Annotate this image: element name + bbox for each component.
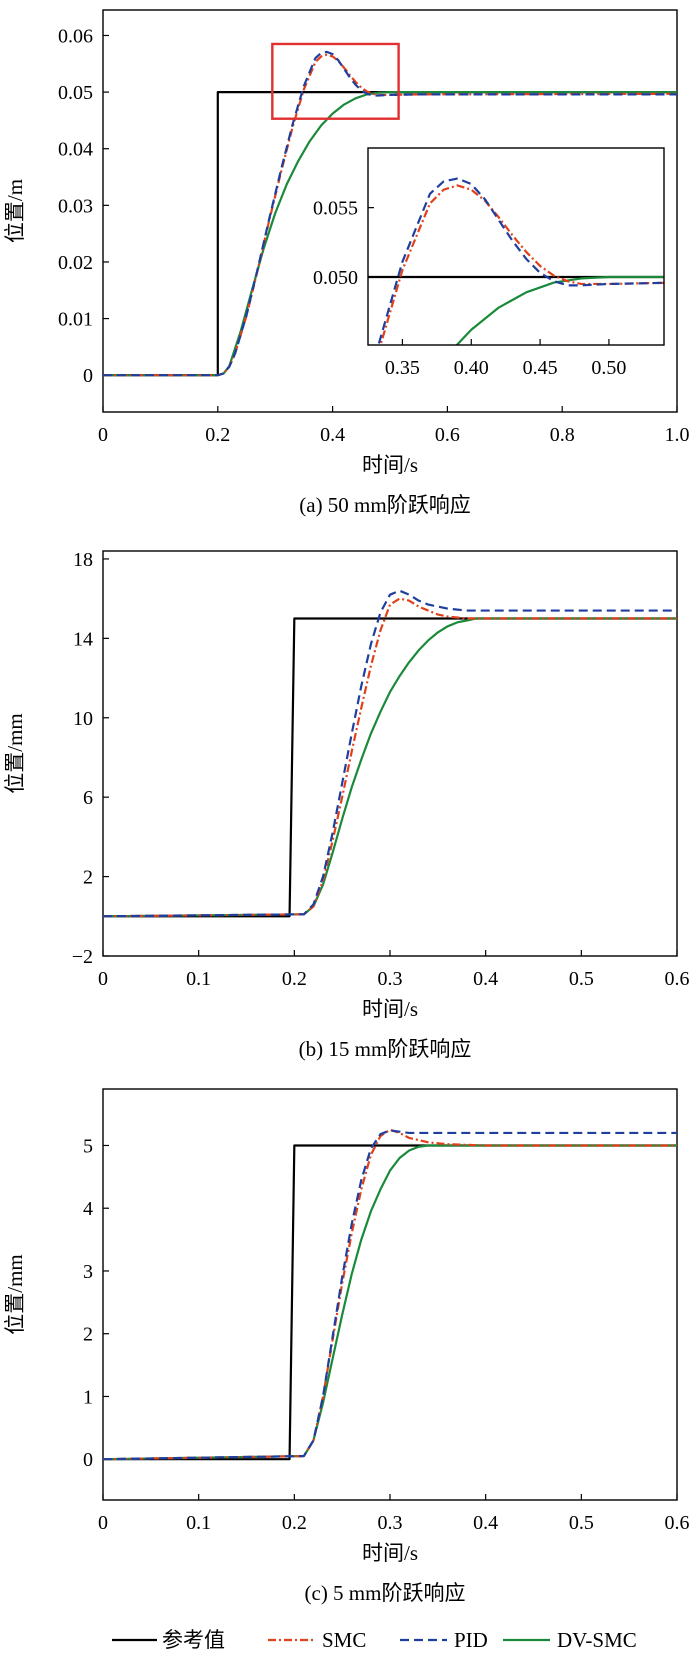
plot-c-xtick-label: 0.6 <box>665 1512 690 1534</box>
legend-label-2: PID <box>454 1628 488 1652</box>
plot-a-caption: (a) 50 mm阶跃响应 <box>299 493 470 517</box>
plot-c-xtick-label: 0.1 <box>186 1512 211 1534</box>
plot-b-caption: (b) 15 mm阶跃响应 <box>299 1037 472 1061</box>
plot-c-series-smc <box>103 1128 677 1461</box>
plot-c-ytick-label: 4 <box>83 1198 93 1220</box>
plot-c-xtick-label: 0.5 <box>569 1512 594 1534</box>
legend-label-1: SMC <box>322 1628 366 1652</box>
plot-a-inset-series-reference <box>368 275 664 279</box>
plot-a-inset-xtick-label: 0.45 <box>523 357 558 379</box>
plot-a-series-dv-smc <box>103 90 677 377</box>
plot-b-ytick-label: 2 <box>83 867 93 889</box>
plot-a-ytick-label: 0.01 <box>58 309 93 331</box>
plot-c-ylabel: 位置/mm <box>3 1254 27 1335</box>
plot-c-ytick-label: 0 <box>83 1449 93 1471</box>
plot-b-frame <box>102 550 678 957</box>
legend-label-0: 参考值 <box>162 1628 225 1652</box>
plot-b-xtick-label: 0 <box>98 968 108 990</box>
plot-c-xtick-label: 0.4 <box>473 1512 498 1534</box>
plot-a-inset-series-dv-smc <box>455 275 664 345</box>
plot-c-frame <box>102 1088 678 1501</box>
plot-c-xtick-label: 0.3 <box>378 1512 403 1534</box>
plot-b-ylabel: 位置/mm <box>3 713 27 794</box>
plot-b-xtick-label: 0.2 <box>282 968 307 990</box>
plot-a-ytick-label: 0.02 <box>58 252 93 274</box>
plot-c-ytick-label: 3 <box>83 1261 93 1283</box>
plot-a-inset-xtick-label: 0.40 <box>454 357 489 379</box>
plot-a-xtick-label: 0 <box>98 424 108 446</box>
legend-label-3: DV-SMC <box>557 1628 637 1652</box>
plot-c-xlabel: 时间/s <box>362 1541 418 1565</box>
plot-a-ytick-label: 0.04 <box>58 139 93 161</box>
plot-a-xtick-label: 1.0 <box>665 424 690 446</box>
plot-a-inset-ytick-label: 0.055 <box>313 198 358 220</box>
plot-a-series-smc <box>103 53 677 377</box>
plot-b-xtick-label: 0.5 <box>569 968 594 990</box>
plot-c-caption: (c) 5 mm阶跃响应 <box>305 1581 466 1605</box>
chart-c: 0 0.1 0.2 0.3 0.4 0.5 0.6 0 1 2 3 4 5 时间/s 位置/mm (c) 5 … <box>3 1088 690 1605</box>
plot-a-inset-xtick-label: 0.35 <box>385 357 420 379</box>
plot-a-frame <box>102 9 678 413</box>
plot-b-xtick-label: 0.6 <box>665 968 690 990</box>
plot-c-series-reference <box>103 1144 677 1461</box>
plot-b-ytick-label: 14 <box>73 628 93 650</box>
plot-a-inset-series-smc <box>379 184 664 345</box>
plot-b-ytick-label: 18 <box>73 549 93 571</box>
plot-c-ytick-label: 2 <box>83 1324 93 1346</box>
plot-a-xlabel: 时间/s <box>362 453 418 477</box>
chart-a: 0 0.2 0.4 0.6 0.8 1.0 0 0.01 0.02 0.03 0.04 0.05 0.0… <box>3 9 690 517</box>
plot-b-series-dv-smc <box>103 617 677 918</box>
plot-b-xlabel: 时间/s <box>362 997 418 1021</box>
chart-b: 0 0.1 0.2 0.3 0.4 0.5 0.6 −2 2 6 10 14 18 时间/s 位置/mm (b… <box>3 549 690 1061</box>
plot-b-series-pid <box>103 589 677 918</box>
plot-a-inset-series-pid <box>377 177 664 345</box>
plot-c-xtick-label: 0.2 <box>282 1512 307 1534</box>
plot-c-ytick-label: 5 <box>83 1135 93 1157</box>
plot-b-series-smc <box>103 597 677 918</box>
plot-a-ytick-label: 0.03 <box>58 195 93 217</box>
plot-c-xtick-label: 0 <box>98 1512 108 1534</box>
plot-a-inset: 0.35 0.40 0.45 0.50 0.050 0.055 <box>313 147 665 379</box>
plot-a-inset-xtick-label: 0.50 <box>591 357 626 379</box>
plot-a-xtick-label: 0.8 <box>550 424 575 446</box>
plot-a-inset-frame <box>367 147 665 346</box>
plot-b-ytick-label: −2 <box>72 946 93 968</box>
legend: 参考值 SMC PID DV-SMC <box>112 1628 637 1652</box>
plot-b-ytick-label: 6 <box>83 787 93 809</box>
plot-b-xtick-label: 0.4 <box>473 968 498 990</box>
plot-a-xtick-label: 0.2 <box>205 424 230 446</box>
plot-a-xtick-label: 0.4 <box>320 424 345 446</box>
plot-a-xtick-label: 0.6 <box>435 424 460 446</box>
plot-a-ylabel: 位置/m <box>3 179 27 243</box>
plot-c-ytick-label: 1 <box>83 1386 93 1408</box>
plot-c-series-pid <box>103 1129 677 1461</box>
plot-b-series-reference <box>103 617 677 918</box>
plot-b-xtick-label: 0.3 <box>378 968 403 990</box>
plot-b-xtick-label: 0.1 <box>186 968 211 990</box>
plot-a-ytick-label: 0.05 <box>58 82 93 104</box>
plot-a-ytick-label: 0.06 <box>58 25 93 47</box>
plot-a-ytick-label: 0 <box>83 365 93 387</box>
plot-a-inset-ytick-label: 0.050 <box>313 267 358 289</box>
plot-c-series-dv-smc <box>103 1144 677 1461</box>
plot-a-zoom-box <box>271 42 400 120</box>
plot-b-ytick-label: 10 <box>73 708 93 730</box>
